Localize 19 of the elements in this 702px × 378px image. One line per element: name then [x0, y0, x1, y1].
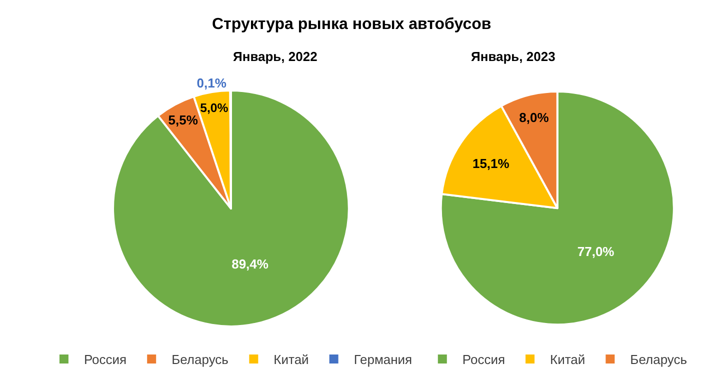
data-label: 0,1% [196, 76, 227, 91]
chart-title: Структура рынка новых автобусов [212, 16, 492, 33]
data-label: 15,1% [472, 156, 510, 171]
legend-label: Китай [274, 352, 309, 368]
legend-label: Китай [550, 352, 586, 368]
data-label: 5,5% [168, 112, 198, 128]
data-label: 89,4% [232, 256, 269, 272]
slice-label: Россия [462, 352, 506, 368]
chart-subtitle: Январь, 2023 [471, 49, 556, 64]
pie-slice [112, 90, 350, 328]
legend-label: Россия [84, 352, 127, 368]
chart-subtitle: Январь, 2022 [233, 49, 318, 64]
legend-label: Германия [354, 352, 412, 368]
pie-slice [440, 90, 675, 326]
legend-label: Беларусь [172, 352, 229, 368]
data-label: 77,0% [577, 244, 615, 260]
legend-label: Беларусь [630, 352, 688, 368]
data-label: 5,0% [200, 101, 228, 116]
data-label: 8,0% [519, 110, 550, 126]
